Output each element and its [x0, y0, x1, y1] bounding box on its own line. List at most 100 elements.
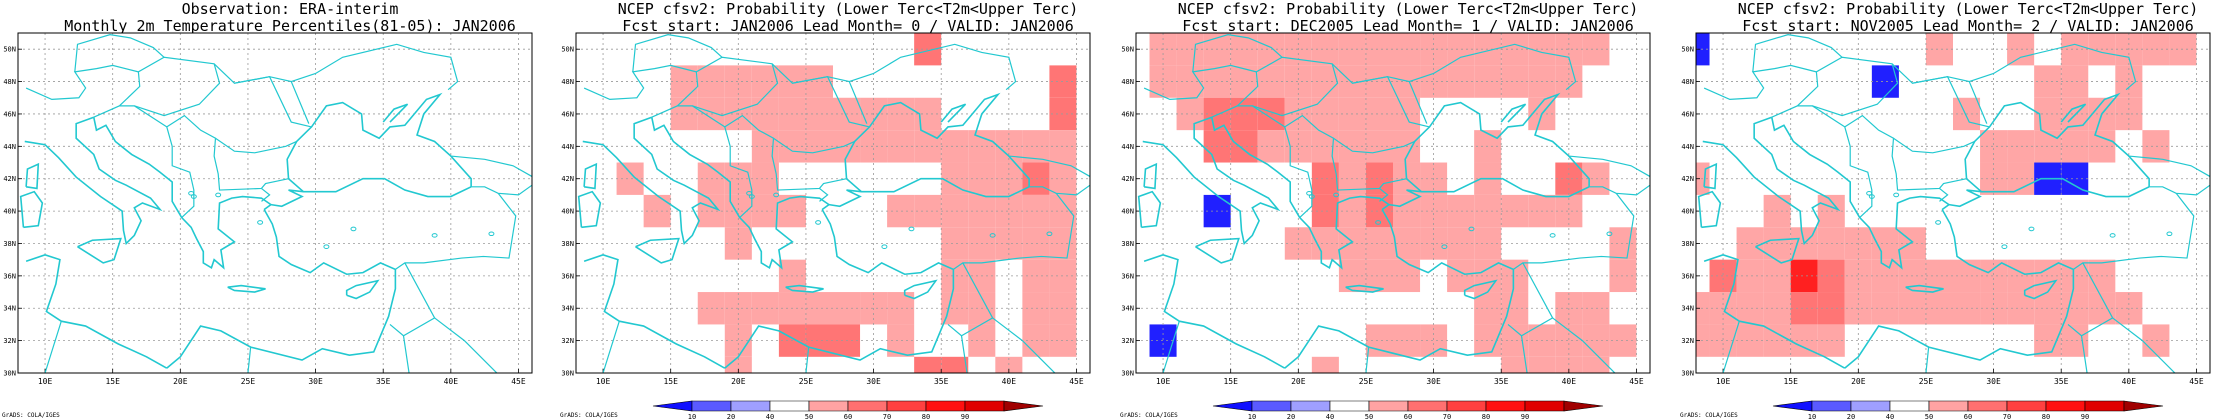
probability-cell — [1311, 356, 1339, 373]
border-line — [291, 43, 459, 91]
coastline — [940, 103, 967, 123]
colorbar-label: 40 — [1326, 413, 1334, 420]
lake-outline — [1549, 233, 1556, 238]
border-line — [247, 347, 252, 373]
probability-cell — [1555, 65, 1583, 98]
probability-cell — [1311, 65, 1339, 98]
probability-cell — [1230, 33, 1258, 66]
lon-tick-label: 45E — [1629, 377, 1644, 386]
colorbar-label: 20 — [1847, 413, 1855, 420]
colorbar-label: 10 — [688, 413, 696, 420]
colorbar-segment — [1329, 400, 1370, 412]
lon-tick-label: 15E — [105, 377, 120, 386]
lat-tick-label: 32N — [561, 337, 574, 345]
coastline — [1948, 177, 2150, 208]
coastline — [1388, 177, 1590, 208]
lat-tick-label: 46N — [1121, 110, 1134, 118]
probability-cell — [1311, 33, 1339, 66]
border-line — [215, 137, 297, 154]
colorbar-segment — [1967, 400, 2008, 412]
lake-outline — [1868, 194, 1875, 199]
colorbar-label: 10 — [1248, 413, 1256, 420]
lat-tick-label: 40N — [1121, 208, 1134, 216]
probability-cell — [1311, 227, 1339, 260]
border-line — [1912, 76, 1990, 128]
probability-cell — [1501, 194, 1529, 228]
border-line — [402, 335, 410, 373]
lake-outline — [215, 192, 222, 198]
lat-tick-label: 36N — [1681, 272, 1694, 280]
border-line — [1844, 114, 1967, 191]
coastline — [1143, 162, 1158, 190]
lat-tick-label: 50N — [561, 46, 574, 54]
probability-cell — [1176, 97, 1204, 131]
border-line — [1252, 63, 1339, 117]
border-line — [1284, 114, 1407, 191]
colorbar-label: 70 — [1443, 413, 1451, 420]
coastline — [1195, 237, 1240, 264]
border-line — [724, 114, 847, 191]
lon-tick-label: 35E — [376, 377, 391, 386]
lake-outline — [1308, 194, 1315, 199]
coastline — [2023, 279, 2058, 300]
probability-cell — [1925, 292, 1953, 325]
lat-tick-label: 42N — [3, 175, 16, 183]
border-line — [1409, 43, 1577, 91]
probability-cell — [670, 65, 698, 98]
lake-outline — [257, 220, 264, 225]
border-line — [2128, 155, 2210, 196]
colorbar-label: 50 — [1365, 413, 1373, 420]
colorbar-label: 90 — [2081, 413, 2089, 420]
lake-outline — [1468, 226, 1475, 232]
map-plot-area: 10E 15E 20E 25E 30E 35E 40E 45E 30N 32N 34N 36N 38N 4… — [3, 32, 533, 386]
colorbar-label: 80 — [2042, 413, 2050, 420]
probability-cell — [1736, 227, 1764, 260]
border-line — [1568, 155, 1650, 196]
coastline — [19, 190, 44, 229]
colorbar-segment — [1290, 400, 1331, 412]
lake-outline — [1606, 231, 1613, 237]
lat-tick-label: 34N — [561, 305, 574, 313]
coastline — [1500, 103, 1527, 123]
coastline — [1697, 190, 1722, 229]
colorbar-segment — [1407, 400, 1448, 412]
probability-cell — [1311, 194, 1339, 228]
probability-cell — [2115, 65, 2143, 98]
lon-tick-label: 40E — [1002, 377, 1017, 386]
map-plot-area: 10E 15E 20E 25E 30E 35E 40E 45E 30N 32N 34N 36N 38N 4… — [1681, 32, 2211, 386]
lat-tick-label: 40N — [561, 208, 574, 216]
border-line — [947, 262, 994, 337]
lake-outline — [188, 190, 195, 196]
border-line — [849, 43, 1017, 91]
lat-tick-label: 34N — [1681, 305, 1694, 313]
lake-outline — [1866, 190, 1873, 196]
lat-tick-label: 42N — [561, 175, 574, 183]
border-line — [234, 76, 312, 128]
border-line — [1552, 317, 1616, 373]
lat-tick-label: 36N — [561, 272, 574, 280]
panel-title-line1: Observation: ERA-interim — [182, 0, 399, 18]
colorbar-segment — [964, 400, 1005, 412]
border-line — [1752, 34, 1843, 72]
probability-cell — [1501, 33, 1529, 66]
lat-tick-label: 44N — [3, 143, 16, 151]
credit-label: GrADS: COLA/IGES — [1120, 412, 1178, 419]
lake-outline — [1441, 244, 1448, 250]
probability-cell — [1790, 292, 1818, 325]
lon-tick-label: 30E — [866, 377, 881, 386]
coastline — [270, 177, 472, 208]
colorbar-segment — [1850, 400, 1891, 412]
border-line — [1237, 105, 1313, 219]
coastlines — [19, 34, 532, 373]
colorbar-label: 10 — [1808, 413, 1816, 420]
lat-tick-label: 30N — [1681, 370, 1694, 378]
colorbar-segment — [1212, 400, 1253, 412]
lat-tick-label: 36N — [1121, 272, 1134, 280]
lake-outline — [488, 231, 495, 237]
lat-tick-label: 38N — [3, 240, 16, 248]
probability-cell — [1736, 324, 1764, 357]
coastlines — [1697, 34, 2210, 373]
border-line — [434, 317, 498, 373]
lat-tick-label: 44N — [1121, 143, 1134, 151]
